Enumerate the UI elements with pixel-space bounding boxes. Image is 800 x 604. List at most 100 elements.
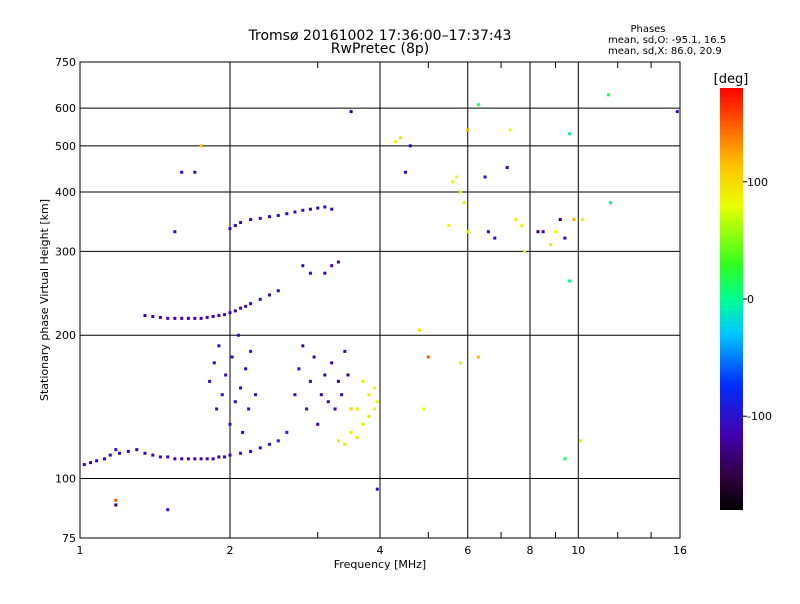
data-point <box>323 205 327 209</box>
data-point <box>212 361 216 365</box>
data-point <box>520 224 524 228</box>
data-points <box>82 93 679 512</box>
data-point <box>308 379 312 383</box>
data-point <box>117 451 121 455</box>
data-point <box>233 309 237 313</box>
data-point <box>563 457 567 461</box>
chart-title: Tromsø 20161002 17:36:00–17:37:43 <box>248 28 512 44</box>
colorbar: [deg] 100 0 -100 <box>714 72 772 510</box>
data-point <box>233 224 237 228</box>
x-tick-label: 1 <box>77 544 84 557</box>
data-point <box>186 457 190 461</box>
data-point <box>276 289 280 293</box>
data-point <box>308 271 312 275</box>
data-point <box>180 170 184 174</box>
chart-subtitle: RwPretec (8p) <box>331 41 429 57</box>
data-point <box>135 448 139 452</box>
data-point <box>193 316 197 320</box>
stats-line-x: mean, sd,X: 86.0, 20.9 <box>608 46 722 57</box>
data-point <box>466 128 470 132</box>
colorbar-tick-label: -100 <box>747 410 772 423</box>
data-point <box>330 207 334 211</box>
data-point <box>508 128 512 132</box>
data-point <box>114 448 118 452</box>
data-point <box>126 449 130 453</box>
data-point <box>193 170 197 174</box>
data-point <box>239 386 243 390</box>
data-point <box>173 316 177 320</box>
colorbar-tick-label: 100 <box>747 176 768 189</box>
data-point <box>316 206 320 210</box>
data-point <box>336 260 340 264</box>
data-point <box>305 407 309 411</box>
data-point <box>228 422 232 426</box>
data-point <box>151 453 155 457</box>
x-tick-label: 16 <box>673 544 687 557</box>
y-tick-label: 300 <box>55 245 76 258</box>
data-point <box>224 373 228 377</box>
data-point <box>217 344 221 348</box>
data-point <box>249 349 253 353</box>
data-point <box>340 393 344 397</box>
data-point <box>578 439 582 443</box>
stats-heading: Phases <box>630 24 665 35</box>
data-point <box>312 355 316 359</box>
y-tick-label: 400 <box>55 186 76 199</box>
data-point <box>114 503 118 507</box>
data-point <box>143 314 147 318</box>
data-point <box>301 208 305 212</box>
data-point <box>249 302 253 306</box>
data-point <box>211 314 215 318</box>
y-tick-label: 600 <box>55 102 76 115</box>
data-point <box>211 457 215 461</box>
data-point <box>375 487 379 491</box>
data-point <box>239 451 243 455</box>
data-point <box>267 215 271 219</box>
data-point <box>173 230 177 234</box>
data-point <box>462 201 466 205</box>
data-point <box>486 230 490 234</box>
data-point <box>417 328 421 332</box>
data-point <box>346 373 350 377</box>
data-point <box>572 218 576 222</box>
data-point <box>458 361 462 365</box>
data-point <box>233 400 237 404</box>
data-point <box>455 175 459 179</box>
data-point <box>608 201 612 205</box>
data-point <box>239 221 243 225</box>
data-point <box>343 442 347 446</box>
data-point <box>330 264 334 268</box>
colorbar-label: [deg] <box>714 72 749 87</box>
data-point <box>336 379 340 383</box>
data-point <box>249 449 253 453</box>
data-point <box>258 297 262 301</box>
data-point <box>205 457 209 461</box>
data-point <box>166 316 170 320</box>
data-point <box>228 453 232 457</box>
data-point <box>173 457 177 461</box>
data-point <box>675 110 679 114</box>
y-tick-label: 750 <box>55 56 76 69</box>
plot-frame <box>79 61 681 539</box>
data-point <box>223 455 227 459</box>
data-point <box>244 367 248 371</box>
data-point <box>426 355 430 359</box>
data-point <box>319 393 323 397</box>
data-point <box>316 422 320 426</box>
data-point <box>114 498 118 502</box>
data-point <box>244 304 248 308</box>
data-point <box>476 355 480 359</box>
data-point <box>466 230 470 234</box>
y-tick-label: 100 <box>55 473 76 486</box>
x-tick-label: 10 <box>571 544 585 557</box>
data-point <box>394 140 398 144</box>
data-point <box>208 379 212 383</box>
colorbar-ticks: 100 0 -100 <box>743 176 772 423</box>
data-point <box>158 455 162 459</box>
data-point <box>581 218 585 222</box>
data-point <box>143 451 147 455</box>
data-point <box>258 216 262 220</box>
data-point <box>558 218 562 222</box>
data-point <box>349 407 353 411</box>
